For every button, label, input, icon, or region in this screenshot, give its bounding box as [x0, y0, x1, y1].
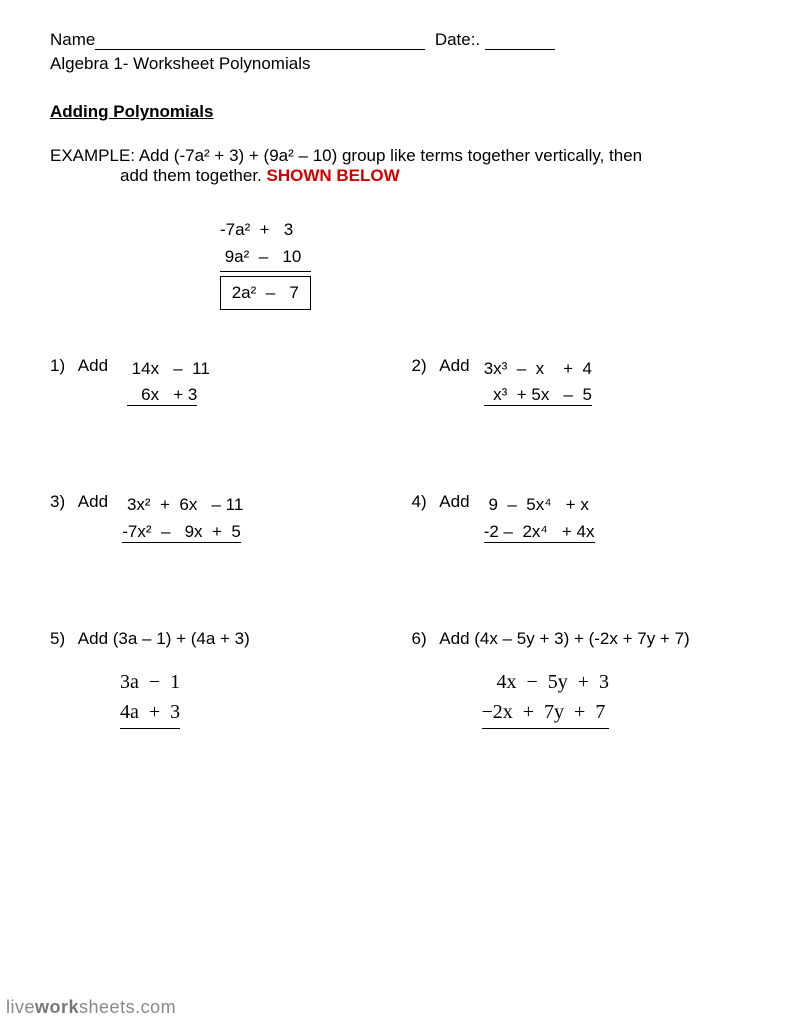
problems-grid: 1) Add 14x – 11 6x + 3 2) Add 3x³ – x + … — [50, 356, 743, 729]
problem-6-header: 6) Add (4x – 5y + 3) + (-2x + 7y + 7) — [412, 629, 744, 649]
example-text-2: add them together. — [120, 166, 267, 185]
problem-5: 5) Add (3a – 1) + (4a + 3) 3a − 1 4a + 3 — [50, 629, 392, 729]
problem-number: 5) — [50, 629, 74, 649]
shown-below-text: SHOWN BELOW — [267, 166, 400, 185]
example-row-1: -7a² + 3 — [220, 216, 311, 243]
date-label: Date:. — [435, 30, 480, 49]
problem-label: Add — [439, 356, 469, 375]
example-answer-row: 2a² – 7 — [220, 272, 311, 309]
problem-stack: 14x – 11 6x + 3 — [127, 356, 210, 409]
date-blank[interactable] — [485, 30, 555, 50]
stack-row-2: x³ + 5x – 5 — [484, 385, 592, 406]
problem-3: 3) Add 3x² + 6x – 11 -7x² – 9x + 5 — [50, 492, 392, 545]
problem-stack: 3x³ – x + 4 x³ + 5x – 5 — [484, 356, 592, 409]
footer-part3: sheets.com — [79, 997, 176, 1017]
problem-stack: 3x² + 6x – 11 -7x² – 9x + 5 — [122, 492, 243, 545]
example-line-2: add them together. SHOWN BELOW — [50, 166, 743, 186]
example-block: EXAMPLE: Add (-7a² + 3) + (9a² – 10) gro… — [50, 146, 743, 186]
problem-label: Add (3a – 1) + (4a + 3) — [78, 629, 250, 648]
problem-stack: 9 – 5x⁴ + x -2 – 2x⁴ + 4x — [484, 492, 595, 545]
problem-number: 4) — [412, 492, 436, 512]
problem-6-stack: 4x − 5y + 3 −2x + 7y + 7 — [482, 667, 610, 729]
problem-number: 3) — [50, 492, 74, 512]
stack-row-1: 14x – 11 — [127, 359, 210, 378]
example-line-1: EXAMPLE: Add (-7a² + 3) + (9a² – 10) gro… — [50, 146, 743, 166]
problem-6: 6) Add (4x – 5y + 3) + (-2x + 7y + 7) 4x… — [402, 629, 744, 729]
footer-part2: work — [35, 997, 79, 1017]
stack-row-1: 3x³ – x + 4 — [484, 359, 592, 378]
problem-4: 4) Add 9 – 5x⁴ + x -2 – 2x⁴ + 4x — [402, 492, 744, 545]
serif-row-2: −2x + 7y + 7 — [482, 697, 610, 729]
worksheet-page: Name Date:. Algebra 1- Worksheet Polynom… — [0, 0, 793, 729]
problem-2: 2) Add 3x³ – x + 4 x³ + 5x – 5 — [402, 356, 744, 409]
example-text-1: Add (-7a² + 3) + (9a² – 10) group like t… — [139, 146, 642, 165]
problem-5-stack: 3a − 1 4a + 3 — [120, 667, 180, 729]
name-blank[interactable] — [95, 30, 425, 50]
serif-row-1: 3a − 1 — [120, 667, 180, 697]
problem-label: Add — [78, 492, 108, 511]
example-row-2: 9a² – 10 — [220, 243, 311, 272]
serif-row-1: 4x − 5y + 3 — [482, 667, 610, 697]
section-title: Adding Polynomials — [50, 102, 743, 122]
footer-watermark: liveworksheets.com — [6, 997, 176, 1018]
problem-label: Add — [439, 492, 469, 511]
problem-number: 2) — [412, 356, 436, 376]
problem-5-header: 5) Add (3a – 1) + (4a + 3) — [50, 629, 392, 649]
stack-row-2: 6x + 3 — [127, 385, 197, 406]
header-row: Name Date:. — [50, 30, 743, 50]
problem-1: 1) Add 14x – 11 6x + 3 — [50, 356, 392, 409]
problem-label: Add (4x – 5y + 3) + (-2x + 7y + 7) — [439, 629, 689, 648]
name-label: Name — [50, 30, 95, 49]
stack-row-2: -2 – 2x⁴ + 4x — [484, 522, 595, 543]
problem-number: 1) — [50, 356, 74, 376]
example-stack: -7a² + 3 9a² – 10 2a² – 7 — [220, 216, 311, 310]
example-prefix: EXAMPLE: — [50, 146, 139, 165]
stack-row-2: -7x² – 9x + 5 — [122, 522, 241, 543]
problem-label: Add — [78, 356, 108, 375]
stack-row-1: 3x² + 6x – 11 — [122, 495, 243, 514]
serif-row-2: 4a + 3 — [120, 697, 180, 729]
example-answer-box: 2a² – 7 — [220, 276, 311, 309]
problem-number: 6) — [412, 629, 436, 649]
stack-row-1: 9 – 5x⁴ + x — [484, 495, 589, 514]
worksheet-subtitle: Algebra 1- Worksheet Polynomials — [50, 54, 743, 74]
footer-part1: live — [6, 997, 35, 1017]
